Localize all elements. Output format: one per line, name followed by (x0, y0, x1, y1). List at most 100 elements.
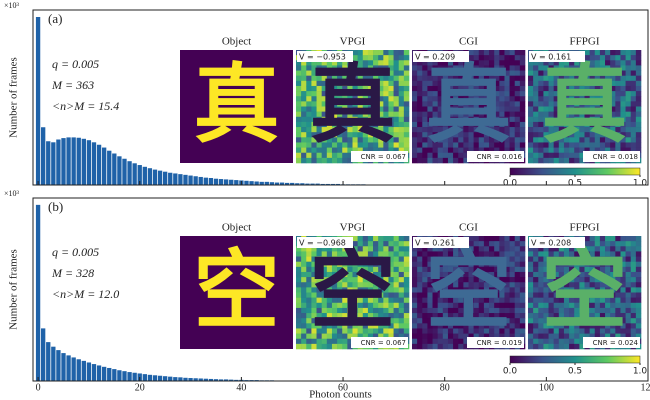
bar (92, 364, 96, 381)
noise-pixel (564, 344, 569, 349)
noise-pixel (404, 257, 409, 262)
noise-pixel (399, 142, 404, 147)
noise-pixel (636, 287, 641, 292)
noise-pixel (515, 267, 520, 272)
noise-pixel (417, 86, 422, 91)
noise-pixel (301, 334, 306, 339)
noise-pixel (533, 323, 538, 328)
noise-pixel (404, 96, 409, 101)
noise-pixel (520, 313, 525, 318)
noise-pixel (458, 158, 463, 163)
noise-pixel (296, 137, 301, 142)
bar (41, 127, 45, 185)
noise-pixel (631, 50, 636, 55)
noise-pixel (533, 262, 538, 267)
noise-pixel (533, 344, 538, 349)
noise-pixel (399, 298, 404, 303)
bar (163, 172, 167, 185)
inset-glyph: 真 (194, 55, 280, 155)
noise-pixel (520, 272, 525, 277)
x-tick-label: 120 (641, 382, 650, 393)
bar (219, 179, 223, 185)
noise-pixel (533, 303, 538, 308)
noise-pixel (515, 246, 520, 251)
noise-pixel (533, 107, 538, 112)
noise-pixel (520, 101, 525, 106)
noise-pixel (296, 262, 301, 267)
noise-pixel (636, 122, 641, 127)
noise-pixel (636, 282, 641, 287)
noise-pixel (404, 127, 409, 132)
noise-pixel (404, 298, 409, 303)
noise-pixel (636, 246, 641, 251)
inset-glyph: 空 (194, 241, 280, 341)
noise-pixel (631, 257, 636, 262)
noise-pixel (296, 298, 301, 303)
noise-pixel (631, 122, 636, 127)
noise-pixel (533, 257, 538, 262)
noise-pixel (412, 76, 417, 81)
bar (224, 179, 228, 185)
noise-pixel (515, 91, 520, 96)
noise-pixel (515, 60, 520, 65)
noise-pixel (296, 101, 301, 106)
bar (173, 173, 177, 185)
noise-pixel (412, 308, 417, 313)
noise-pixel (636, 267, 641, 272)
noise-pixel (533, 272, 538, 277)
noise-pixel (520, 127, 525, 132)
noise-pixel (311, 344, 316, 349)
noise-pixel (515, 86, 520, 91)
bar (117, 370, 121, 381)
noise-pixel (636, 71, 641, 76)
bar (87, 140, 91, 185)
cnr-label: CNR = 0.018 (593, 153, 638, 161)
noise-pixel (399, 277, 404, 282)
bar (122, 371, 126, 381)
noise-pixel (404, 251, 409, 256)
noise-pixel (417, 277, 422, 282)
noise-pixel (533, 277, 538, 282)
noise-pixel (337, 344, 342, 349)
noise-pixel (631, 293, 636, 298)
noise-pixel (296, 158, 301, 163)
noise-pixel (404, 318, 409, 323)
noise-pixel (549, 344, 554, 349)
noise-pixel (399, 117, 404, 122)
noise-pixel (636, 318, 641, 323)
noise-pixel (404, 142, 409, 147)
noise-pixel (301, 298, 306, 303)
annotation: q = 0.005 (52, 57, 99, 71)
noise-pixel (301, 112, 306, 117)
noise-pixel (301, 344, 306, 349)
colorbar-tick-label: 0.5 (568, 179, 582, 189)
noise-pixel (533, 282, 538, 287)
noise-pixel (533, 251, 538, 256)
bar (178, 377, 182, 381)
noise-pixel (296, 153, 301, 158)
noise-pixel (528, 344, 533, 349)
noise-pixel (515, 308, 520, 313)
noise-pixel (412, 132, 417, 137)
bar (204, 178, 208, 185)
noise-pixel (515, 142, 520, 147)
noise-pixel (399, 96, 404, 101)
noise-pixel (631, 241, 636, 246)
noise-pixel (399, 262, 404, 267)
bar (46, 141, 50, 185)
noise-pixel (631, 282, 636, 287)
noise-pixel (554, 158, 559, 163)
noise-pixel (515, 112, 520, 117)
noise-pixel (528, 287, 533, 292)
noise-pixel (317, 158, 322, 163)
noise-pixel (533, 127, 538, 132)
noise-pixel (515, 272, 520, 277)
inset-glyph: 空 (542, 241, 628, 341)
noise-pixel (301, 127, 306, 132)
noise-pixel (404, 107, 409, 112)
noise-pixel (515, 132, 520, 137)
noise-pixel (636, 272, 641, 277)
colorbar-tick-label: 0.5 (568, 367, 582, 377)
x-tick-label: 20 (135, 382, 145, 393)
inset-title: Object (222, 36, 251, 48)
